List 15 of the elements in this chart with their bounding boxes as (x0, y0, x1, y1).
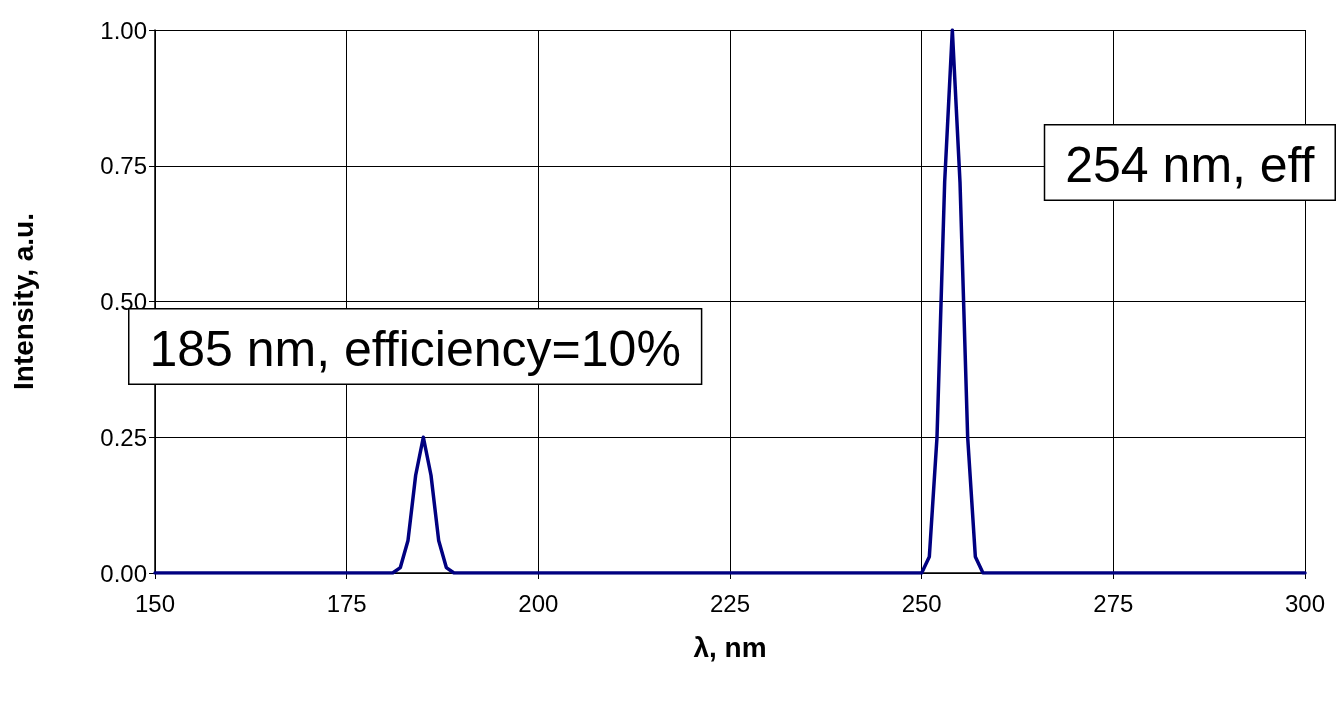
x-axis-title: λ, nm (693, 631, 767, 663)
x-tick-label: 200 (518, 589, 559, 617)
x-tick-label: 250 (901, 589, 942, 617)
annotation: 185 nm, efficiency=10% (149, 320, 681, 377)
x-tick-label: 275 (1093, 589, 1134, 617)
y-axis-title: Intensity, a.u. (7, 213, 39, 390)
y-tick-label: 0.25 (100, 423, 147, 451)
x-tick-label: 300 (1284, 589, 1326, 617)
y-tick-label: 1.00 (100, 16, 147, 44)
y-tick-label: 0.75 (100, 152, 147, 180)
annotation: 254 nm, eff (1065, 136, 1315, 193)
x-tick-label: 225 (709, 589, 751, 617)
x-tick-label: 175 (326, 589, 367, 617)
y-tick-label: 0.00 (100, 559, 147, 587)
x-tick-label: 150 (134, 589, 176, 617)
